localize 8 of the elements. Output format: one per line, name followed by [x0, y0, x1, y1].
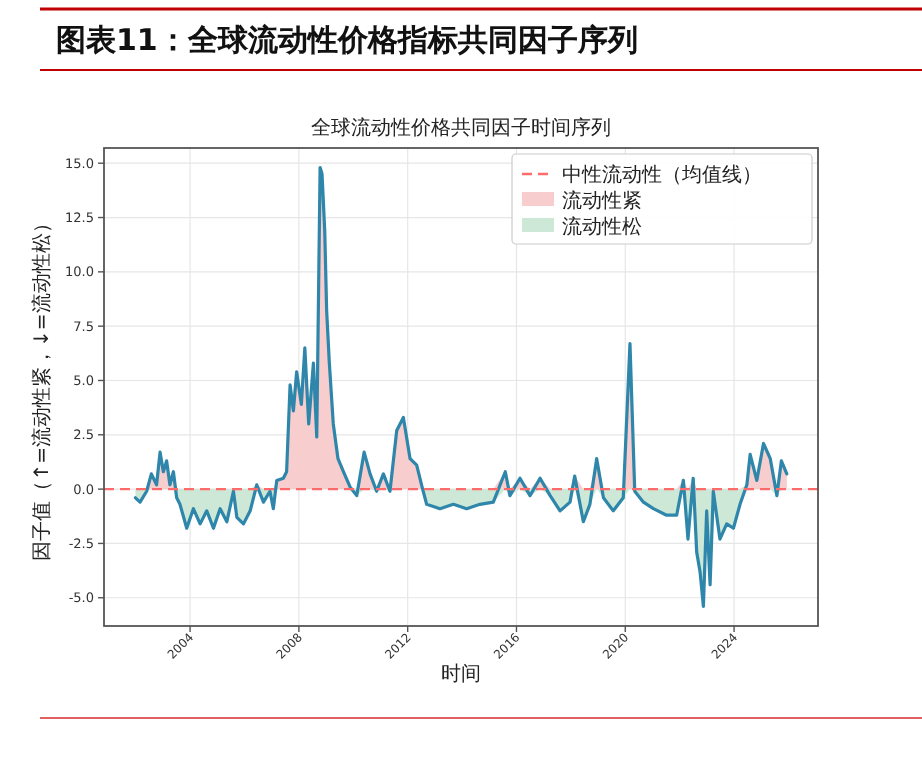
y-axis-title: 因子值（↑=流动性紧，↓=流动性松） — [30, 213, 54, 561]
x-axis-title: 时间 — [441, 662, 481, 686]
line-series — [133, 165, 789, 609]
legend-label: 流动性松 — [562, 215, 642, 239]
legend-label: 流动性紧 — [562, 189, 642, 213]
chart-title: 图表11：全球流动性价格指标共同因子序列 — [56, 22, 638, 58]
legend-label: 中性流动性（均值线） — [562, 163, 762, 187]
chart-subtitle: 全球流动性价格共同因子时间序列 — [311, 116, 611, 140]
